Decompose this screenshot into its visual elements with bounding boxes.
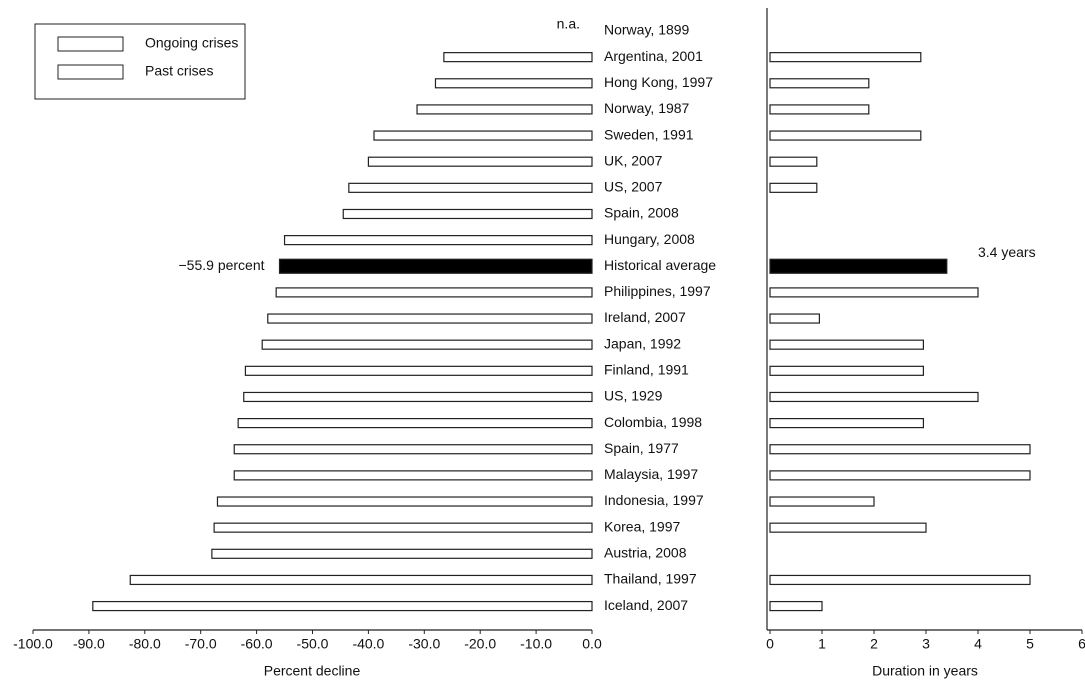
bar: [769, 418, 924, 429]
category-label: Argentina, 2001: [604, 48, 703, 64]
x-tick-label: -90.0: [73, 636, 105, 652]
category-label: Norway, 1899: [604, 22, 690, 38]
bar: [348, 182, 593, 193]
bar: [769, 258, 948, 274]
bar: [434, 78, 593, 89]
bar: [769, 365, 924, 376]
legend-label: Ongoing crises: [145, 35, 238, 51]
bar: [373, 130, 593, 141]
legend-label: Past crises: [145, 63, 213, 79]
bar: [769, 287, 979, 298]
category-label: Finland, 1991: [604, 362, 689, 378]
category-label: US, 2007: [604, 179, 663, 195]
bar: [769, 339, 924, 350]
bar: [769, 574, 1031, 586]
x-tick-label: -100.0: [13, 636, 53, 652]
category-label: Hungary, 2008: [604, 231, 695, 247]
category-label: Iceland, 2007: [604, 597, 688, 613]
x-tick-label: 1: [818, 636, 826, 652]
bar: [243, 391, 593, 403]
bar: [342, 208, 593, 220]
annotation: n.a.: [557, 16, 580, 32]
x-tick-label: -40.0: [352, 636, 384, 652]
bar: [275, 287, 593, 298]
category-label: Sweden, 1991: [604, 126, 694, 142]
category-label: Norway, 1987: [604, 100, 690, 116]
x-axis-label: Percent decline: [264, 663, 361, 679]
legend-swatch: [57, 64, 124, 80]
x-tick-label: 6: [1078, 636, 1085, 652]
category-label: Spain, 1977: [604, 440, 679, 456]
category-label: Historical average: [604, 257, 716, 273]
x-axis-label: Duration in years: [872, 663, 978, 679]
category-label: Hong Kong, 1997: [604, 74, 713, 90]
x-tick-label: 0.0: [582, 636, 602, 652]
category-label: Austria, 2008: [604, 545, 687, 561]
bar: [92, 600, 593, 612]
x-tick-label: -20.0: [464, 636, 496, 652]
bar: [769, 182, 818, 193]
category-label: Japan, 1992: [604, 335, 681, 351]
bar: [769, 52, 922, 63]
value-label: 3.4 years: [978, 244, 1036, 260]
bar: [443, 52, 593, 63]
category-label: Ireland, 2007: [604, 309, 686, 325]
bar: [233, 444, 593, 455]
bar: [244, 365, 593, 376]
category-label: UK, 2007: [604, 152, 663, 168]
bar: [267, 313, 593, 324]
category-label: Indonesia, 1997: [604, 492, 704, 508]
bar: [769, 104, 870, 115]
bar: [216, 496, 593, 507]
category-label: Thailand, 1997: [604, 571, 697, 587]
bar: [769, 444, 1031, 455]
bar: [769, 156, 818, 167]
x-tick-label: -10.0: [520, 636, 552, 652]
bar: [213, 522, 593, 533]
category-label: Spain, 2008: [604, 205, 679, 221]
category-label: Colombia, 1998: [604, 414, 702, 430]
x-tick-label: 5: [1026, 636, 1034, 652]
value-label: −55.9 percent: [179, 257, 265, 273]
x-tick-label: -60.0: [241, 636, 273, 652]
category-label: US, 1929: [604, 388, 663, 404]
bar: [769, 313, 821, 324]
bar: [278, 258, 593, 274]
bar: [769, 600, 823, 612]
x-tick-label: 2: [870, 636, 878, 652]
bar: [237, 418, 593, 429]
bar: [211, 548, 593, 559]
legend-swatch: [57, 36, 124, 52]
bar: [261, 339, 593, 350]
bar: [283, 235, 593, 246]
bar: [129, 574, 593, 586]
bar: [367, 156, 593, 167]
bar: [769, 470, 1031, 481]
category-label: Korea, 1997: [604, 518, 680, 534]
x-tick-label: -30.0: [408, 636, 440, 652]
category-label: Malaysia, 1997: [604, 466, 698, 482]
x-tick-label: -50.0: [297, 636, 329, 652]
bar: [769, 391, 979, 403]
bar: [233, 470, 593, 481]
bar: [769, 496, 875, 507]
bar: [769, 78, 870, 89]
category-label: Philippines, 1997: [604, 283, 711, 299]
x-tick-label: -80.0: [129, 636, 161, 652]
x-tick-label: -70.0: [185, 636, 217, 652]
x-tick-label: 3: [922, 636, 930, 652]
bar: [416, 104, 593, 115]
x-tick-label: 4: [974, 636, 982, 652]
x-tick-label: 0: [766, 636, 774, 652]
bar: [769, 130, 922, 141]
bar: [769, 522, 927, 533]
